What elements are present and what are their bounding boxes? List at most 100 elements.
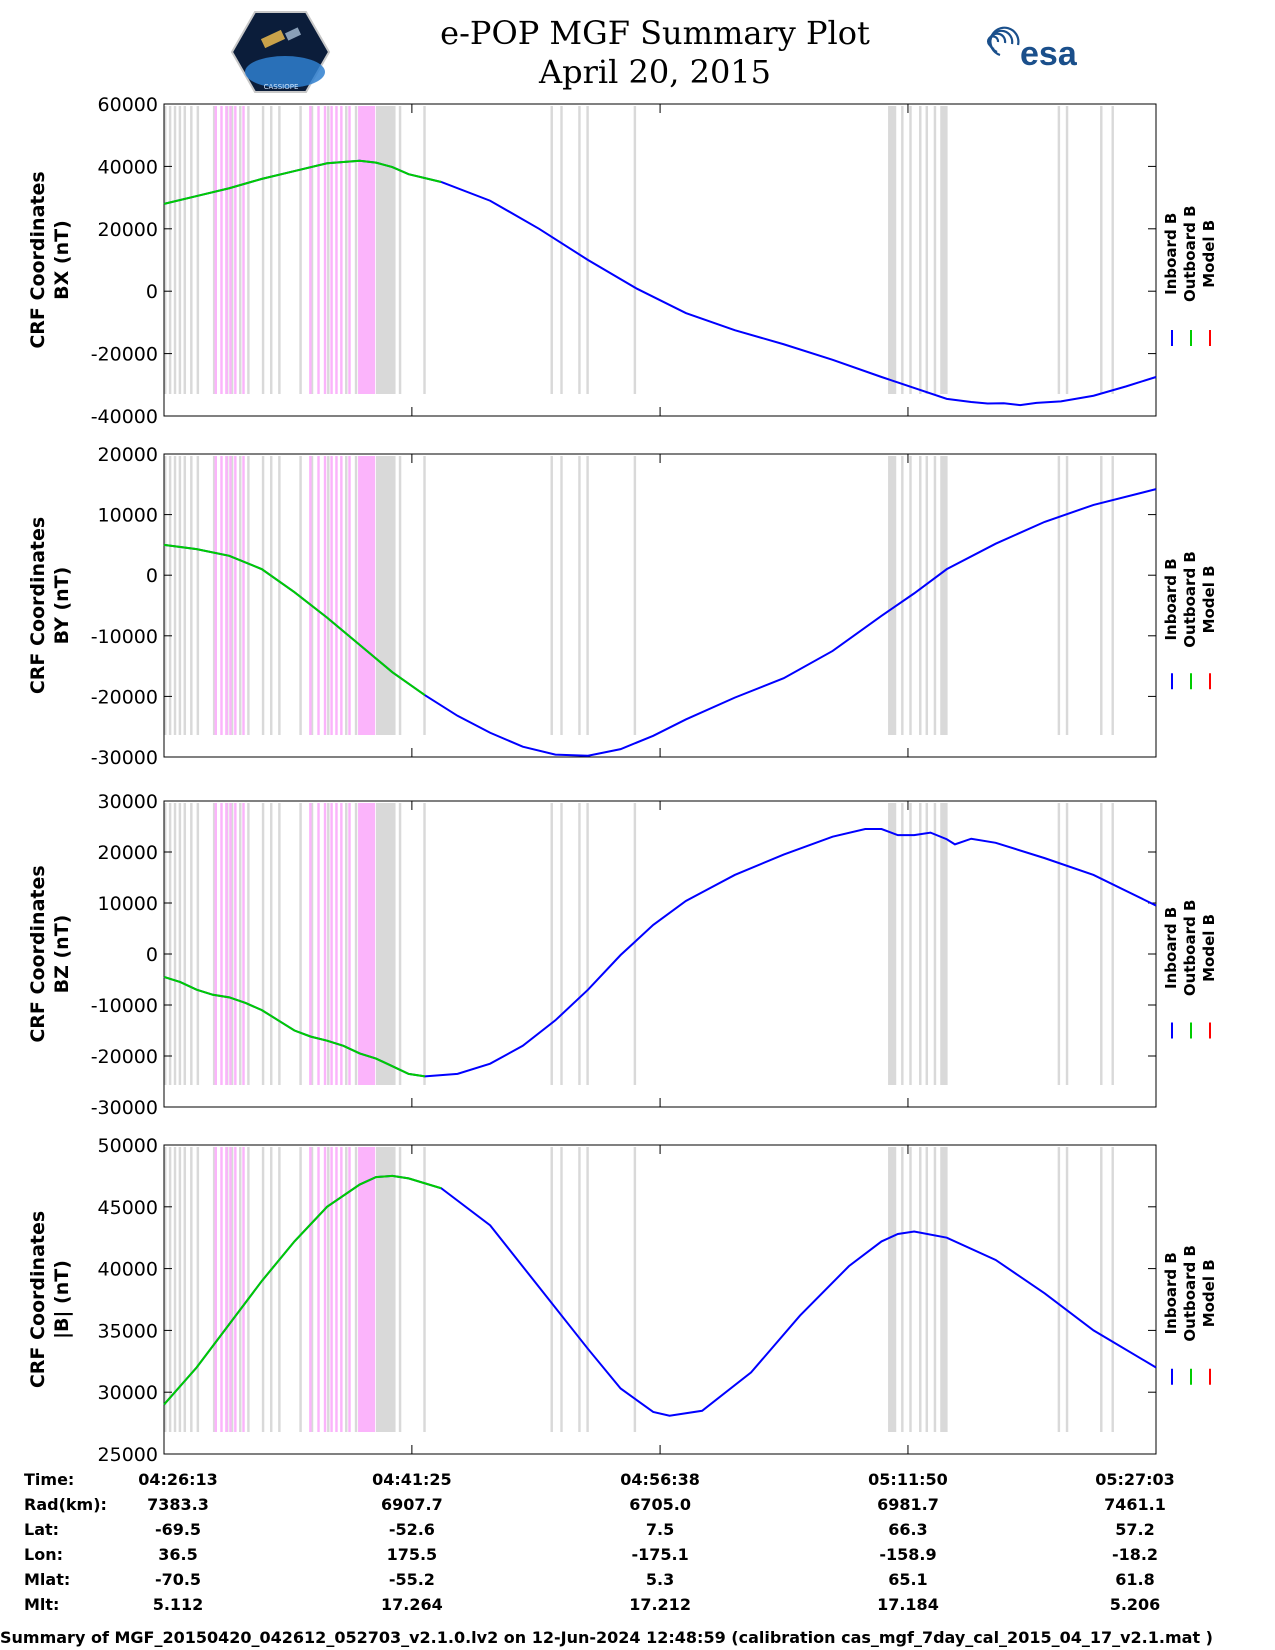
gray-band — [633, 106, 637, 394]
magenta-band — [214, 1147, 218, 1432]
gray-band — [173, 456, 177, 735]
legend-label: Inboard B — [1162, 213, 1180, 295]
ephemeris-value: 7383.3 — [147, 1495, 209, 1514]
magenta-band — [229, 803, 232, 1085]
gray-band — [888, 106, 897, 394]
gray-band — [212, 456, 216, 735]
y-tick-label: 40000 — [98, 156, 158, 178]
series-outboard — [163, 1174, 442, 1406]
magenta-band — [309, 106, 312, 394]
magenta-band — [340, 456, 343, 735]
ephemeris-value: 17.264 — [381, 1595, 443, 1614]
magenta-band — [242, 456, 245, 735]
gray-band — [327, 456, 330, 735]
gray-band — [1100, 106, 1103, 394]
magenta-band — [323, 456, 327, 735]
magenta-band — [214, 456, 218, 735]
y-tick-label: -20000 — [91, 1046, 158, 1068]
magenta-band — [358, 456, 376, 735]
panels-container: -40000 -20000 0 20000 40000 60000 CRF Coordina… — [27, 94, 1218, 1466]
gray-band — [1100, 1147, 1103, 1432]
magenta-band — [234, 1147, 237, 1432]
gray-band — [173, 803, 177, 1085]
gray-band — [278, 456, 281, 735]
ephemeris-value: 7.5 — [646, 1520, 674, 1539]
gray-band — [168, 456, 172, 735]
magenta-band — [358, 803, 376, 1085]
y-axis-label-unit: BZ (nT) — [51, 915, 73, 994]
y-axis-label: CRF Coordinates — [27, 517, 49, 694]
gray-band — [1057, 456, 1061, 735]
y-tick-label: 0 — [146, 281, 158, 303]
gray-band — [168, 106, 172, 394]
gray-band — [633, 803, 637, 1085]
y-tick-label: -10000 — [91, 626, 158, 648]
magenta-band — [358, 106, 376, 394]
ephemeris-value: 05:27:03 — [1095, 1470, 1175, 1489]
ephemeris-value: 5.3 — [646, 1570, 674, 1589]
gray-band — [178, 106, 182, 394]
gray-band — [247, 1147, 250, 1432]
gray-band — [247, 456, 250, 735]
gray-band — [1065, 456, 1069, 735]
gray-band — [164, 1147, 167, 1432]
page-title: e-POP MGF Summary Plot — [440, 14, 870, 52]
gray-band — [586, 803, 589, 1085]
magenta-band — [348, 106, 351, 394]
gray-band — [190, 456, 193, 735]
gray-band — [230, 1147, 234, 1432]
gray-band — [212, 1147, 216, 1432]
magenta-band — [330, 803, 333, 1085]
magenta-band — [242, 803, 245, 1085]
ephemeris-value: 61.8 — [1115, 1570, 1154, 1589]
y-tick-label: 10000 — [98, 505, 158, 527]
gray-band — [261, 1147, 265, 1432]
gray-band — [310, 1147, 314, 1432]
y-tick-label: -30000 — [91, 1097, 158, 1119]
gray-band — [1100, 456, 1103, 735]
magenta-band — [348, 1147, 351, 1432]
series-outboard — [163, 159, 442, 205]
magenta-band — [330, 106, 333, 394]
gray-band — [183, 456, 187, 735]
magenta-band — [229, 1147, 232, 1432]
gray-band — [376, 1147, 396, 1432]
gray-band — [940, 1147, 948, 1432]
gray-band — [239, 1147, 242, 1432]
y-tick-label: -20000 — [91, 344, 158, 366]
y-tick-label: 60000 — [98, 94, 158, 116]
gray-band — [909, 106, 912, 394]
gray-band — [925, 106, 929, 394]
ephemeris-value: 05:11:50 — [868, 1470, 948, 1489]
gray-band — [550, 106, 553, 394]
magenta-band — [323, 106, 327, 394]
magenta-band — [340, 803, 343, 1085]
magenta-band — [348, 456, 351, 735]
footer-caption: Summary of MGF_20150420_042612_052703_v2… — [0, 1628, 1213, 1647]
y-tick-label: -30000 — [91, 747, 158, 769]
gray-band — [164, 106, 167, 394]
ephemeris-value: 04:41:25 — [372, 1470, 452, 1489]
y-tick-label: 0 — [146, 565, 158, 587]
gray-band — [586, 106, 589, 394]
gray-band — [586, 456, 589, 735]
gray-band — [261, 803, 265, 1085]
magenta-band — [330, 456, 333, 735]
ephemeris-value: 17.184 — [877, 1595, 939, 1614]
gray-band — [933, 803, 937, 1085]
ephemeris-value: -18.2 — [1112, 1545, 1158, 1564]
gray-band — [919, 1147, 922, 1432]
gray-band — [196, 803, 200, 1085]
gray-band — [345, 106, 348, 394]
gray-band — [901, 456, 904, 735]
gray-band — [212, 106, 216, 394]
gray-band — [190, 803, 193, 1085]
magenta-band — [225, 456, 228, 735]
gray-band — [925, 803, 929, 1085]
panel-4: 25000 30000 35000 40000 45000 50000 CRF Coordi… — [27, 1135, 1218, 1466]
legend-label: Model B — [1200, 220, 1218, 288]
gray-band — [398, 1147, 402, 1432]
gray-band — [1111, 106, 1114, 394]
gray-band — [901, 803, 904, 1085]
gray-band — [345, 1147, 348, 1432]
